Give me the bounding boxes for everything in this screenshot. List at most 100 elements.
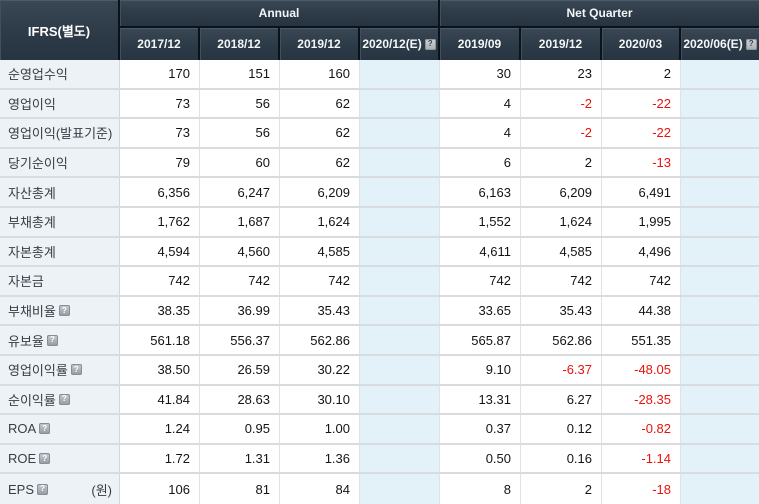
help-icon[interactable]: ? bbox=[424, 38, 436, 50]
column-header: 2019/12 bbox=[521, 28, 600, 60]
value-cell: 4 bbox=[440, 119, 521, 147]
value-cell: -22 bbox=[602, 89, 681, 118]
value-cell: 1.24 bbox=[120, 415, 200, 443]
value-cell: 23 bbox=[521, 60, 602, 88]
value-cell: 62 bbox=[280, 89, 360, 118]
table-row: 영업이익률? 38.50 26.59 30.22 9.10 -6.37 -48.05 bbox=[0, 355, 759, 386]
value-cell: 4,585 bbox=[280, 237, 360, 266]
row-label-cell: 순이익률? bbox=[0, 385, 120, 414]
row-label-cell: ROA? bbox=[0, 415, 120, 443]
row-label-cell: 당기순이익 bbox=[0, 148, 120, 177]
help-icon[interactable]: ? bbox=[58, 393, 70, 405]
value-cell: 1,624 bbox=[521, 207, 602, 236]
column-header-label: 2018/12 bbox=[217, 37, 261, 51]
group-header-annual: Annual bbox=[120, 0, 438, 26]
value-cell: -6.37 bbox=[521, 355, 602, 384]
column-header: 2019/09 bbox=[440, 28, 519, 60]
help-icon[interactable]: ? bbox=[37, 483, 49, 495]
table-row: 부채비율? 38.35 36.99 35.43 33.65 35.43 44.38 bbox=[0, 296, 759, 327]
value-cell bbox=[681, 326, 759, 354]
column-header-label: 2020/12(E) bbox=[362, 37, 422, 51]
value-cell: 0.50 bbox=[440, 444, 521, 473]
value-cell: 38.35 bbox=[120, 296, 200, 325]
value-cell bbox=[681, 267, 759, 295]
value-cell: 1.36 bbox=[280, 444, 360, 473]
row-label: 영업이익 bbox=[8, 96, 56, 112]
row-label-cell: 부채총계 bbox=[0, 207, 120, 236]
value-cell: 1.31 bbox=[200, 444, 280, 473]
row-label-cell: 자본금 bbox=[0, 267, 120, 295]
table-row: 당기순이익 79 60 62 6 2 -13 bbox=[0, 148, 759, 179]
value-cell: -2 bbox=[521, 119, 602, 147]
value-cell bbox=[681, 237, 759, 266]
table-row: 부채총계 1,762 1,687 1,624 1,552 1,624 1,995 bbox=[0, 207, 759, 238]
table-row: 유보율? 561.18 556.37 562.86 565.87 562.86 551.35 bbox=[0, 326, 759, 356]
row-unit-label: (원) bbox=[91, 482, 112, 498]
value-cell bbox=[360, 296, 440, 325]
table-header: IFRS(별도) Annual Net Quarter 2017/12 2018/… bbox=[0, 0, 759, 60]
value-cell: 742 bbox=[440, 267, 521, 295]
value-cell: -22 bbox=[602, 119, 681, 147]
value-cell bbox=[681, 148, 759, 177]
value-cell bbox=[360, 326, 440, 354]
value-cell: 36.99 bbox=[200, 296, 280, 325]
value-cell: 62 bbox=[280, 119, 360, 147]
column-header: 2018/12 bbox=[200, 28, 278, 60]
value-cell: 1,687 bbox=[200, 207, 280, 236]
value-cell bbox=[360, 148, 440, 177]
value-cell: 565.87 bbox=[440, 326, 521, 354]
value-cell bbox=[360, 237, 440, 266]
value-cell: 742 bbox=[280, 267, 360, 295]
value-cell bbox=[360, 89, 440, 118]
help-icon[interactable]: ? bbox=[39, 453, 51, 465]
row-label-cell: ROE? bbox=[0, 444, 120, 473]
row-label-cell: 자산총계 bbox=[0, 178, 120, 206]
value-cell: 84 bbox=[280, 474, 360, 504]
value-cell: 44.38 bbox=[602, 296, 681, 325]
value-cell: 4,594 bbox=[120, 237, 200, 266]
value-cell: -28.35 bbox=[602, 385, 681, 414]
value-cell: 6,163 bbox=[440, 178, 521, 206]
help-icon[interactable]: ? bbox=[39, 423, 51, 435]
value-cell bbox=[360, 178, 440, 206]
value-cell: -1.14 bbox=[602, 444, 681, 473]
value-cell: 56 bbox=[200, 119, 280, 147]
row-label: ROA bbox=[8, 421, 37, 437]
row-label: 자본총계 bbox=[8, 244, 56, 260]
value-cell: 106 bbox=[120, 474, 200, 504]
value-cell: 41.84 bbox=[120, 385, 200, 414]
row-label: 영업이익(발표기준) bbox=[8, 126, 113, 142]
value-cell bbox=[360, 474, 440, 504]
row-label-cell: 자본총계 bbox=[0, 237, 120, 266]
value-cell: 4 bbox=[440, 89, 521, 118]
value-cell: 33.65 bbox=[440, 296, 521, 325]
value-cell: 62 bbox=[280, 148, 360, 177]
value-cell: 561.18 bbox=[120, 326, 200, 354]
row-label: 유보율 bbox=[8, 333, 44, 349]
value-cell: 742 bbox=[120, 267, 200, 295]
row-label: 영업이익률 bbox=[8, 363, 68, 379]
value-cell: 1.72 bbox=[120, 444, 200, 473]
help-icon[interactable]: ? bbox=[58, 305, 70, 317]
value-cell: 26.59 bbox=[200, 355, 280, 384]
column-header-label: 2019/09 bbox=[457, 37, 502, 51]
value-cell bbox=[360, 119, 440, 147]
table-row: EPS? (원) 106 81 84 8 2 -18 bbox=[0, 474, 759, 504]
value-cell: 0.37 bbox=[440, 415, 521, 443]
value-cell: 38.50 bbox=[120, 355, 200, 384]
row-label: 자산총계 bbox=[8, 185, 56, 201]
row-label: 당기순이익 bbox=[8, 156, 68, 172]
value-cell: 0.95 bbox=[200, 415, 280, 443]
column-header-label: 2017/12 bbox=[137, 37, 181, 51]
table-row: 영업이익 73 56 62 4 -2 -22 bbox=[0, 89, 759, 120]
help-icon[interactable]: ? bbox=[745, 38, 757, 50]
help-icon[interactable]: ? bbox=[46, 334, 58, 346]
value-cell bbox=[681, 415, 759, 443]
table-row: 자본금 742 742 742 742 742 742 bbox=[0, 267, 759, 297]
value-cell bbox=[681, 296, 759, 325]
row-label: 부채총계 bbox=[8, 215, 56, 231]
help-icon[interactable]: ? bbox=[70, 364, 82, 376]
value-cell: 30.10 bbox=[280, 385, 360, 414]
value-cell: 4,585 bbox=[521, 237, 602, 266]
value-cell: 151 bbox=[200, 60, 280, 88]
